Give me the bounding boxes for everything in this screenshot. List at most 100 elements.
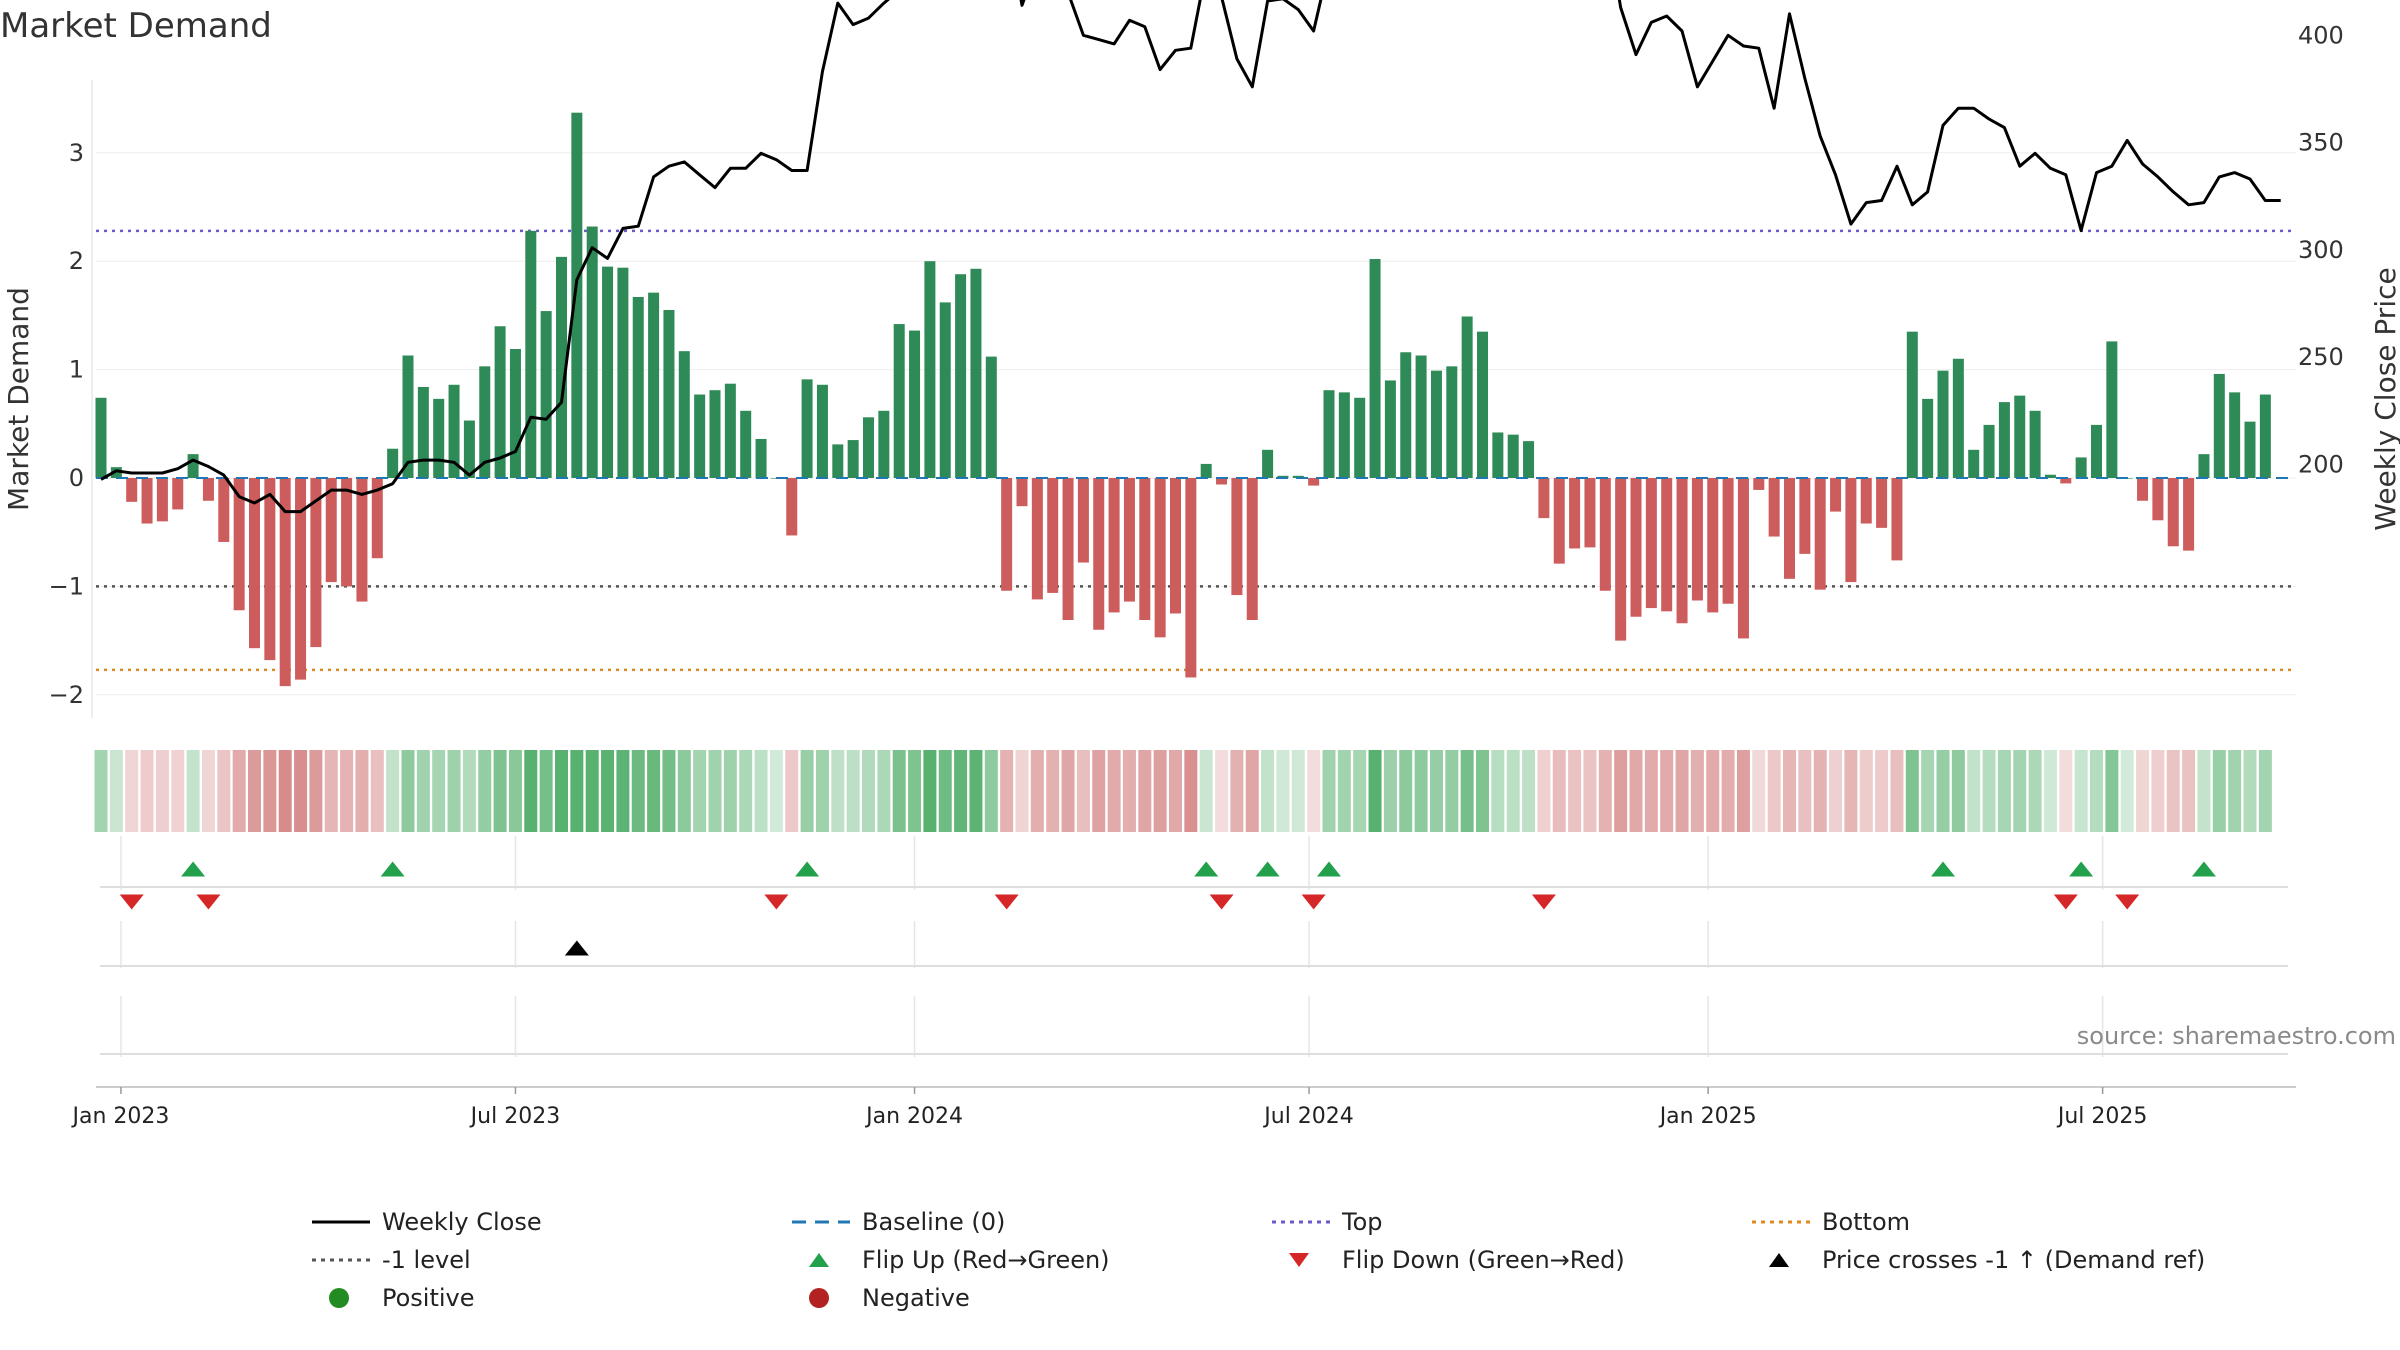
demand-bar-negative bbox=[141, 478, 153, 524]
demand-bar-positive bbox=[586, 226, 598, 478]
demand-bar-positive bbox=[847, 440, 859, 478]
heatmap-cell bbox=[877, 750, 891, 832]
demand-bar-positive bbox=[909, 330, 921, 478]
heatmap-cell bbox=[739, 750, 753, 832]
heatmap-cell bbox=[1445, 750, 1459, 832]
legend-item-positive: Positive bbox=[300, 1284, 475, 1312]
heatmap-cell bbox=[508, 750, 522, 832]
demand-bar-negative bbox=[1108, 478, 1120, 613]
heatmap-cell bbox=[1767, 750, 1781, 832]
demand-bar-positive bbox=[2106, 341, 2118, 478]
legend-label: Weekly Close bbox=[382, 1208, 542, 1236]
demand-bar-positive bbox=[740, 410, 752, 478]
heatmap-cell bbox=[2059, 750, 2073, 832]
heatmap-cell bbox=[386, 750, 400, 832]
heatmap-cell bbox=[278, 750, 292, 832]
heatmap-cell bbox=[1936, 750, 1950, 832]
legend-symbol-bottom bbox=[1740, 1210, 1810, 1234]
weekly-close-series bbox=[100, 0, 2281, 514]
demand-bar-negative bbox=[1830, 478, 1842, 512]
heatmap-cell bbox=[2136, 750, 2150, 832]
demand-bar-positive bbox=[985, 356, 997, 478]
heatmap-cell bbox=[355, 750, 369, 832]
demand-bar-negative bbox=[279, 478, 291, 687]
demand-bar-positive bbox=[970, 268, 982, 478]
flip-down-marker bbox=[196, 894, 221, 910]
demand-bar-positive bbox=[602, 266, 614, 478]
legend-item-minus1: -1 level bbox=[300, 1246, 471, 1274]
demand-heatmap-strip bbox=[94, 750, 2272, 832]
legend-item-top: Top bbox=[1260, 1208, 1383, 1236]
demand-bar-positive bbox=[448, 384, 460, 478]
heatmap-cell bbox=[693, 750, 707, 832]
y-left-tick-label: −2 bbox=[49, 681, 84, 709]
heatmap-cell bbox=[401, 750, 415, 832]
demand-bar-positive bbox=[402, 355, 414, 478]
heatmap-cell bbox=[1921, 750, 1935, 832]
demand-bar-positive bbox=[1323, 390, 1335, 478]
heatmap-cell bbox=[1583, 750, 1597, 832]
heatmap-cell bbox=[1307, 750, 1321, 832]
demand-bar-negative bbox=[1737, 478, 1749, 639]
heatmap-cell bbox=[1138, 750, 1152, 832]
demand-bar-negative bbox=[1123, 478, 1135, 602]
demand-bar-positive bbox=[525, 230, 537, 478]
heatmap-cell bbox=[524, 750, 538, 832]
x-tick-label: Jul 2025 bbox=[2056, 1104, 2148, 1129]
y-left-tick-label: 0 bbox=[69, 464, 84, 492]
legend-symbol-minus1 bbox=[300, 1248, 370, 1272]
heatmap-cell bbox=[539, 750, 553, 832]
heatmap-cell bbox=[1721, 750, 1735, 832]
heatmap-cell bbox=[171, 750, 185, 832]
heatmap-cell bbox=[1368, 750, 1382, 832]
demand-bar-positive bbox=[1461, 316, 1473, 478]
demand-bar-negative bbox=[1891, 478, 1903, 561]
flip-down-marker bbox=[764, 894, 789, 910]
heatmap-cell bbox=[2105, 750, 2119, 832]
demand-bar-positive bbox=[724, 383, 736, 478]
legend-symbol-weekly_close bbox=[300, 1210, 370, 1234]
legend-label: -1 level bbox=[382, 1246, 471, 1274]
demand-bar-negative bbox=[325, 478, 337, 583]
demand-bar-negative bbox=[218, 478, 230, 542]
heatmap-cell bbox=[324, 750, 338, 832]
demand-bar-positive bbox=[694, 394, 706, 478]
heatmap-cell bbox=[1859, 750, 1873, 832]
heatmap-cell bbox=[1291, 750, 1305, 832]
legend-label: Flip Down (Green→Red) bbox=[1342, 1246, 1625, 1274]
legend-item-weekly_close: Weekly Close bbox=[300, 1208, 542, 1236]
heatmap-cell bbox=[2258, 750, 2272, 832]
legend-label: Price crosses -1 ↑ (Demand ref) bbox=[1822, 1246, 2206, 1274]
heatmap-cell bbox=[462, 750, 476, 832]
legend-triangle-up bbox=[1769, 1253, 1789, 1267]
demand-bar-positive bbox=[2259, 394, 2271, 478]
demand-bar-negative bbox=[786, 478, 798, 536]
heatmap-cell bbox=[1276, 750, 1290, 832]
flip-up-marker bbox=[1194, 861, 1219, 877]
demand-bar-negative bbox=[1799, 478, 1811, 554]
demand-bar-positive bbox=[1200, 463, 1212, 478]
heatmap-cell bbox=[186, 750, 200, 832]
demand-bar-negative bbox=[2152, 478, 2164, 521]
demand-bar-negative bbox=[1845, 478, 1857, 583]
demand-bar-negative bbox=[156, 478, 168, 522]
legend-label: Negative bbox=[862, 1284, 970, 1312]
y-right-tick-label: 400 bbox=[2298, 21, 2344, 49]
flip-down-marker bbox=[119, 894, 144, 910]
heatmap-cell bbox=[570, 750, 584, 832]
heatmap-cell bbox=[109, 750, 123, 832]
heatmap-cell bbox=[1383, 750, 1397, 832]
legend-label: Top bbox=[1342, 1208, 1383, 1236]
demand-bar-negative bbox=[1062, 478, 1074, 621]
heatmap-cell bbox=[2151, 750, 2165, 832]
demand-bar-positive bbox=[95, 397, 107, 478]
heatmap-cell bbox=[1875, 750, 1889, 832]
legend-label: Baseline (0) bbox=[862, 1208, 1006, 1236]
heatmap-cell bbox=[1215, 750, 1229, 832]
heatmap-cell bbox=[954, 750, 968, 832]
heatmap-cell bbox=[432, 750, 446, 832]
flip-up-marker bbox=[2069, 861, 2094, 877]
heatmap-cell bbox=[2182, 750, 2196, 832]
demand-bar-negative bbox=[310, 478, 322, 648]
heatmap-cell bbox=[1690, 750, 1704, 832]
